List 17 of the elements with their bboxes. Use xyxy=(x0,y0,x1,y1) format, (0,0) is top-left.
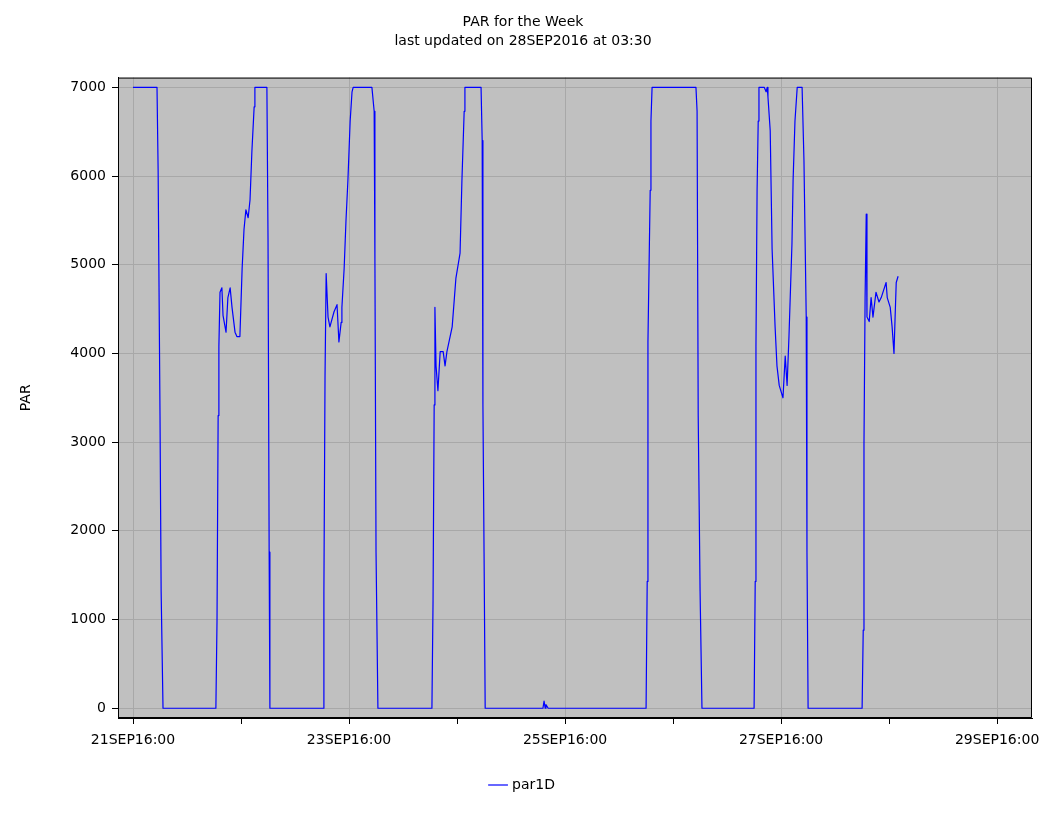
x-tick-label: 25SEP16:00 xyxy=(522,731,608,748)
legend-label: par1D xyxy=(512,775,555,792)
x-tick-label: 29SEP16:00 xyxy=(954,731,1040,748)
x-tick-label: 27SEP16:00 xyxy=(738,731,824,748)
chart-subtitle: last updated on 28SEP2016 at 03:30 xyxy=(394,31,652,48)
y-tick-label: 6000 xyxy=(70,166,106,183)
y-tick-label: 0 xyxy=(97,698,106,715)
y-tick-label: 2000 xyxy=(70,521,106,538)
chart-title: PAR for the Week xyxy=(462,13,585,30)
y-tick-label: 3000 xyxy=(70,432,106,449)
y-tick-label: 4000 xyxy=(70,344,106,361)
x-tick-label: 23SEP16:00 xyxy=(306,731,392,748)
x-tick-label: 21SEP16:00 xyxy=(90,731,176,748)
y-tick-label: 7000 xyxy=(70,78,106,94)
y-axis-title: PAR xyxy=(17,384,34,412)
y-tick-label: 1000 xyxy=(70,610,106,627)
y-tick-label: 5000 xyxy=(70,255,106,272)
